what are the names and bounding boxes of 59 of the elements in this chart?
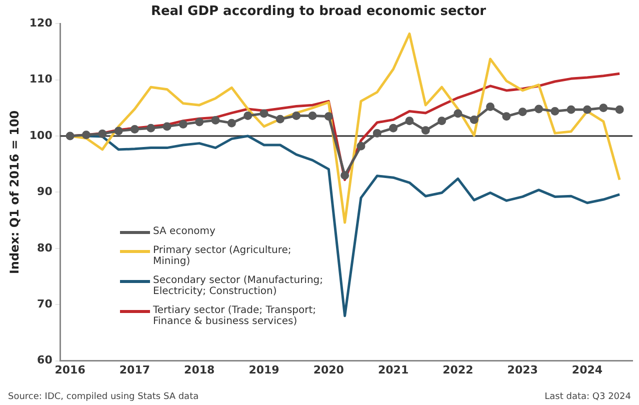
y-tick-label: 80 [37,241,53,254]
x-tick-label: 2016 [54,363,86,376]
legend-label: Primary sector (Agriculture; Mining) [153,245,292,267]
chart-title: Real GDP according to broad economic sector [150,4,487,20]
point [308,112,317,120]
y-tick-label: 100 [29,128,53,142]
source-note: Source: IDC, compiled using Stats SA data [8,392,199,402]
point [502,112,511,121]
text: Last data: Q3 2024 [544,392,631,402]
legend-label: Tertiary sector (Trade; Transport; Finance & business services) [153,305,318,327]
legend-label: SA economy [153,226,216,237]
point [227,118,236,128]
point [454,109,462,118]
point [486,102,495,112]
legend-label: Secondary sector (Manufacturing; Electricity; Construction) [153,275,324,297]
point [356,142,366,150]
point [114,126,123,136]
x-tick-label: 2021 [378,363,409,376]
point [146,124,156,132]
point [582,105,592,114]
point [276,114,284,124]
x-tick-label: 2024 [572,363,603,376]
x-tick-label: 2022 [442,363,474,376]
y-tick-label: 120 [29,16,53,30]
point [340,171,350,180]
point [405,116,414,126]
point [372,128,382,138]
x-tick-label: 2018 [184,363,215,376]
point [82,130,90,140]
x-tick-label: 2019 [248,363,280,376]
y-tick-label: 60 [37,354,53,367]
y-tick-label: 90 [37,185,53,198]
point [66,132,74,140]
point [470,115,478,124]
x-tick-label: 2017 [119,363,150,376]
y-axis-title: Index: Q1 of 2016 = 100 [7,110,22,274]
point [566,105,576,114]
x-tick-label: 2023 [507,363,538,376]
y-tick-label: 70 [37,297,53,310]
point [615,105,624,114]
point [534,104,544,114]
point [244,112,252,120]
point [211,116,220,125]
point [178,120,188,128]
point [550,107,560,116]
point [438,116,446,126]
point [389,124,398,132]
point [324,112,333,121]
point [162,122,172,131]
point [260,109,268,118]
point [421,126,430,135]
point [98,130,107,138]
point [599,104,608,112]
point [518,108,527,116]
point [130,125,139,134]
point [195,118,204,126]
y-tick-label: 110 [29,72,53,86]
point [292,112,301,120]
x-tick-label: 2020 [313,363,344,376]
